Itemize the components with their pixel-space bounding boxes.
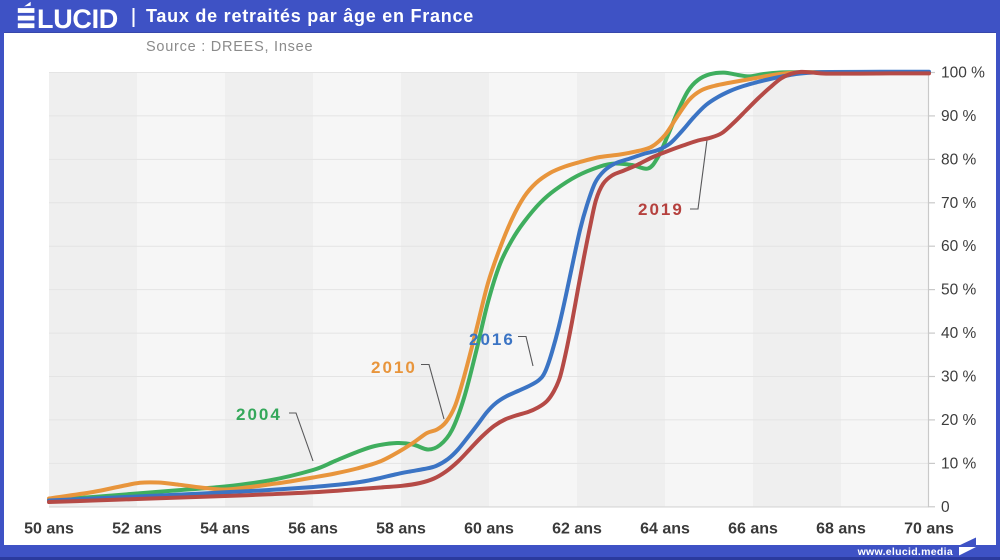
svg-text:2004: 2004 (236, 405, 282, 424)
svg-text:LUCID: LUCID (37, 4, 118, 33)
svg-text:10 %: 10 % (941, 455, 977, 472)
svg-text:56 ans: 56 ans (288, 521, 338, 538)
svg-text:68 ans: 68 ans (816, 521, 866, 538)
svg-text:0: 0 (941, 499, 950, 516)
svg-text:52 ans: 52 ans (112, 521, 162, 538)
svg-text:50 %: 50 % (941, 282, 977, 299)
svg-text:90 %: 90 % (941, 108, 977, 125)
svg-text:40 %: 40 % (941, 325, 977, 342)
svg-text:30 %: 30 % (941, 369, 977, 386)
svg-text:60 ans: 60 ans (464, 521, 514, 538)
svg-text:70 %: 70 % (941, 195, 977, 212)
svg-text:20 %: 20 % (941, 412, 977, 429)
svg-text:66 ans: 66 ans (728, 521, 778, 538)
svg-text:50 ans: 50 ans (24, 521, 74, 538)
svg-text:64 ans: 64 ans (640, 521, 690, 538)
svg-text:54 ans: 54 ans (200, 521, 250, 538)
svg-text:100 %: 100 % (941, 65, 985, 82)
svg-text:80 %: 80 % (941, 151, 977, 168)
svg-text:2010: 2010 (371, 358, 417, 377)
svg-text:70 ans: 70 ans (904, 521, 954, 538)
svg-text:62 ans: 62 ans (552, 521, 602, 538)
svg-text:58 ans: 58 ans (376, 521, 426, 538)
svg-text:2016: 2016 (469, 330, 515, 349)
svg-text:2019: 2019 (638, 200, 684, 219)
svg-text:60 %: 60 % (941, 238, 977, 255)
